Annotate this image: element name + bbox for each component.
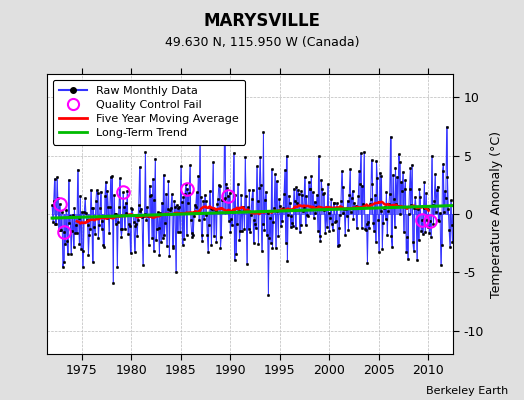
Text: Berkeley Earth: Berkeley Earth xyxy=(426,386,508,396)
Y-axis label: Temperature Anomaly (°C): Temperature Anomaly (°C) xyxy=(489,130,503,298)
Text: MARYSVILLE: MARYSVILLE xyxy=(203,12,321,30)
Text: 49.630 N, 115.950 W (Canada): 49.630 N, 115.950 W (Canada) xyxy=(165,36,359,49)
Legend: Raw Monthly Data, Quality Control Fail, Five Year Moving Average, Long-Term Tren: Raw Monthly Data, Quality Control Fail, … xyxy=(53,80,245,144)
